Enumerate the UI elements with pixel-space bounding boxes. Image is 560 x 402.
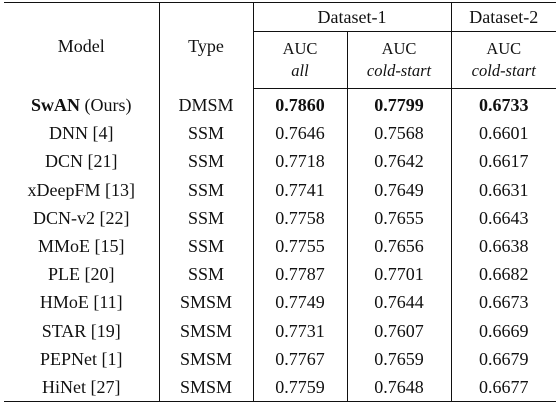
type-cell: SMSM — [159, 316, 254, 345]
table-row: HMoE [11] SMSM 0.7749 0.7644 0.6673 — [4, 288, 556, 317]
model-name-cell: STAR [19] — [4, 316, 160, 345]
auc-cold-start-d1-cell: 0.7656 — [347, 231, 452, 261]
type-cell: SMSM — [159, 344, 254, 373]
model-name-cell: DCN [21] — [4, 147, 160, 176]
type-cell: SMSM — [159, 288, 254, 317]
auc-cold-start-d2-cell: 0.6679 — [479, 348, 529, 369]
model-name-cell: DCN-v2 [22] — [4, 203, 160, 232]
model-column-header: Model — [4, 2, 160, 89]
auc-all-cell: 0.7755 — [253, 231, 348, 261]
type-cell: DMSM — [159, 88, 254, 120]
type-cell: SSM — [159, 119, 254, 148]
table-row: HiNet [27] SMSM 0.7759 0.7648 0.6677 — [4, 372, 556, 402]
auc-all-cell: 0.7767 — [253, 344, 348, 373]
auc-all-cell: 0.7731 — [253, 316, 348, 345]
type-cell: SSM — [159, 147, 254, 176]
type-cell: SSM — [159, 231, 254, 261]
type-column-header: Type — [159, 2, 254, 89]
results-table-container: Model Type Dataset-1 Dataset-2 AUC all A… — [4, 2, 556, 402]
auc-cold-start-d1-cell: 0.7568 — [347, 119, 452, 148]
model-name-cell: HMoE [11] — [4, 288, 160, 317]
table-row: STAR [19] SMSM 0.7731 0.7607 0.6669 — [4, 316, 556, 345]
table-row: SwAN (Ours) DMSM 0.7860 0.7799 0.6733 — [4, 88, 556, 120]
type-cell: SSM — [159, 203, 254, 232]
auc-cold-start-d2-cell: 0.6733 — [479, 95, 529, 116]
table-row: MMoE [15] SSM 0.7755 0.7656 0.6638 — [4, 231, 556, 261]
auc-cold-start-d1-cell: 0.7701 — [347, 260, 452, 289]
model-name-cell: MMoE [15] — [4, 231, 160, 261]
model-name-suffix: (Ours) — [80, 94, 132, 115]
metric-label: AUC — [486, 39, 522, 58]
auc-cold-start-d2-cell: 0.6617 — [479, 151, 529, 172]
results-table: Model Type Dataset-1 Dataset-2 AUC all A… — [4, 2, 556, 402]
dataset2-header: Dataset-2 — [451, 2, 556, 32]
auc-cold-start-d2-cell: 0.6631 — [479, 179, 529, 200]
auc-cold-start-d2-cell: 0.6669 — [479, 320, 529, 341]
subset-label: all — [291, 61, 309, 80]
model-name-cell: PLE [20] — [4, 260, 160, 289]
type-cell: SSM — [159, 260, 254, 289]
auc-cold-start-d2-cell: 0.6638 — [479, 236, 529, 257]
auc-cold-start-d1-cell: 0.7649 — [347, 175, 452, 204]
auc-all-header: AUC all — [253, 31, 348, 89]
model-name-cell: DNN [4] — [4, 119, 160, 148]
table-row: PLE [20] SSM 0.7787 0.7701 0.6682 — [4, 260, 556, 289]
auc-all-cell: 0.7758 — [253, 203, 348, 232]
table-body: SwAN (Ours) DMSM 0.7860 0.7799 0.6733 DNN [4]… — [4, 88, 556, 402]
auc-cold-start-d2-cell: 0.6677 — [451, 372, 556, 402]
auc-all-cell: 0.7749 — [253, 288, 348, 317]
model-name-bold: SwAN — [30, 94, 80, 115]
auc-all-cell: 0.7646 — [253, 119, 348, 148]
auc-cold-start-d1-header: AUC cold-start — [347, 31, 452, 89]
metric-label: AUC — [282, 39, 318, 58]
auc-cold-start-d2-cell: 0.6673 — [479, 292, 529, 313]
auc-cold-start-d2-cell: 0.6643 — [479, 207, 529, 228]
table-row: DCN [21] SSM 0.7718 0.7642 0.6617 — [4, 147, 556, 176]
auc-cold-start-d2-cell: 0.6682 — [479, 264, 529, 285]
table-row: DCN-v2 [22] SSM 0.7758 0.7655 0.6643 — [4, 203, 556, 232]
type-cell: SMSM — [159, 372, 254, 402]
model-name-cell: xDeepFM [13] — [4, 175, 160, 204]
metric-label: AUC — [381, 39, 417, 58]
dataset1-header: Dataset-1 — [253, 2, 452, 32]
auc-all-cell: 0.7860 — [253, 88, 348, 120]
type-cell: SSM — [159, 175, 254, 204]
model-name-cell: SwAN (Ours) — [4, 88, 160, 120]
table-row: PEPNet [1] SMSM 0.7767 0.7659 0.6679 — [4, 344, 556, 373]
auc-cold-start-d1-cell: 0.7799 — [347, 88, 452, 120]
auc-all-cell: 0.7718 — [253, 147, 348, 176]
subset-label: cold-start — [366, 61, 432, 80]
table-row: DNN [4] SSM 0.7646 0.7568 0.6601 — [4, 119, 556, 148]
auc-cold-start-d1-cell: 0.7659 — [347, 344, 452, 373]
auc-cold-start-d2-header: AUC cold-start — [451, 31, 556, 89]
table-row: xDeepFM [13] SSM 0.7741 0.7649 0.6631 — [4, 175, 556, 204]
auc-cold-start-d1-cell: 0.7648 — [347, 372, 452, 402]
subset-label: cold-start — [471, 61, 536, 80]
model-name-cell: HiNet [27] — [4, 372, 160, 402]
auc-cold-start-d2-cell: 0.6601 — [479, 123, 529, 144]
auc-cold-start-d1-cell: 0.7642 — [347, 147, 452, 176]
auc-all-cell: 0.7759 — [253, 372, 348, 402]
auc-cold-start-d1-cell: 0.7607 — [347, 316, 452, 345]
model-name-cell: PEPNet [1] — [4, 344, 160, 373]
auc-all-cell: 0.7741 — [253, 175, 348, 204]
auc-all-cell: 0.7787 — [253, 260, 348, 289]
auc-cold-start-d1-cell: 0.7655 — [347, 203, 452, 232]
auc-cold-start-d1-cell: 0.7644 — [347, 288, 452, 317]
table-header: Model Type Dataset-1 Dataset-2 AUC all A… — [4, 2, 556, 89]
